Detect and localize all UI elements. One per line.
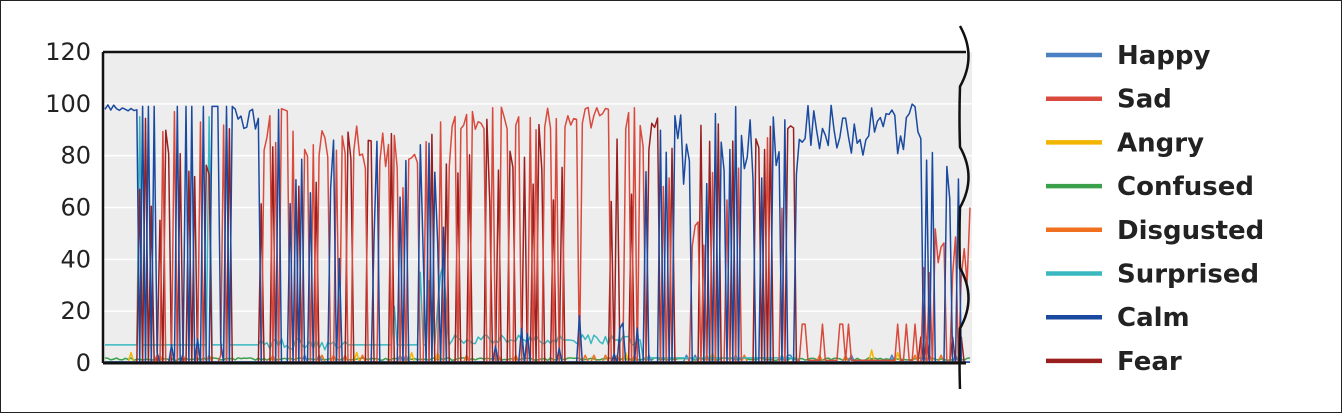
- legend-label-calm: Calm: [1117, 303, 1190, 333]
- legend-label-fear: Fear: [1117, 347, 1182, 377]
- series-line-calm: [104, 103, 970, 363]
- legend-label-confused: Confused: [1117, 172, 1254, 202]
- y-tick-label: 40: [60, 245, 91, 273]
- y-tick-label: 60: [60, 194, 91, 222]
- edge-mask: [972, 22, 1002, 393]
- y-tick-label: 20: [60, 297, 91, 325]
- series-line-surprised: [105, 116, 970, 363]
- y-tick-label: 100: [45, 90, 91, 118]
- legend-label-surprised: Surprised: [1117, 260, 1259, 290]
- series-line-sad: [105, 106, 971, 363]
- y-tick-label: 80: [60, 142, 91, 170]
- y-tick-label: 0: [76, 349, 91, 377]
- y-tick-label: 120: [45, 38, 91, 66]
- axis-break-wave: [958, 25, 970, 390]
- legend-label-sad: Sad: [1117, 85, 1172, 115]
- legend-label-happy: Happy: [1117, 41, 1211, 71]
- legend-label-disgusted: Disgusted: [1117, 216, 1264, 246]
- legend-label-angry: Angry: [1117, 128, 1204, 158]
